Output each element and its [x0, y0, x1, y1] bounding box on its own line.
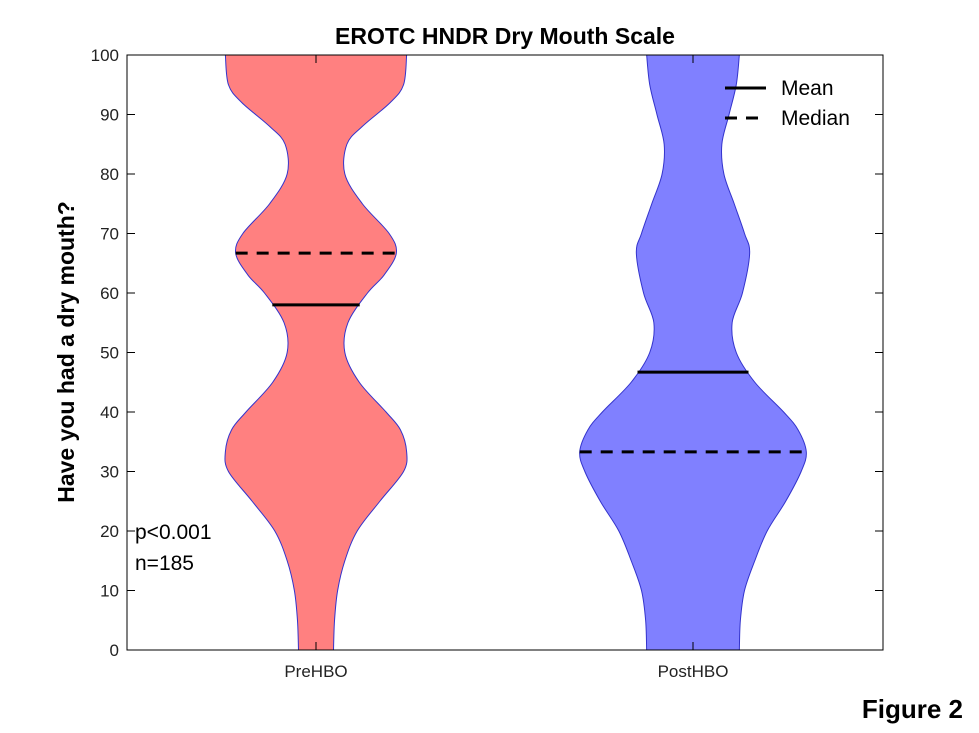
y-tick-label: 70 — [100, 225, 119, 244]
y-tick-label: 60 — [100, 284, 119, 303]
y-axis-label: Have you had a dry mouth? — [53, 201, 79, 503]
x-tick-label: PreHBO — [284, 662, 347, 681]
y-tick-label: 10 — [100, 582, 119, 601]
y-tick-label: 0 — [110, 641, 119, 660]
y-tick-label: 80 — [100, 165, 119, 184]
figure-label: Figure 2 — [861, 694, 963, 724]
y-tick-label: 100 — [91, 46, 119, 65]
sample-size-annotation: n=185 — [135, 552, 194, 575]
legend: Mean Median — [725, 77, 850, 130]
y-tick-label: 40 — [100, 403, 119, 422]
violin-posthbo — [579, 54, 807, 651]
x-tick-label: PostHBO — [658, 662, 729, 681]
violin-prehbo — [224, 54, 408, 651]
legend-label-mean: Mean — [781, 77, 834, 100]
y-tick-label: 50 — [100, 344, 119, 363]
y-tick-label: 90 — [100, 106, 119, 125]
legend-label-median: Median — [781, 107, 850, 130]
plot-frame — [126, 54, 884, 651]
violin-layer — [224, 54, 807, 651]
x-axis: PreHBO PostHBO — [284, 55, 728, 681]
y-tick-label: 20 — [100, 522, 119, 541]
y-tick-label: 30 — [100, 463, 119, 482]
p-value-annotation: p<0.001 — [135, 521, 212, 544]
y-axis: 0 10 20 30 40 50 60 70 80 90 100 — [91, 46, 883, 660]
chart-title: EROTC HNDR Dry Mouth Scale — [335, 23, 675, 49]
